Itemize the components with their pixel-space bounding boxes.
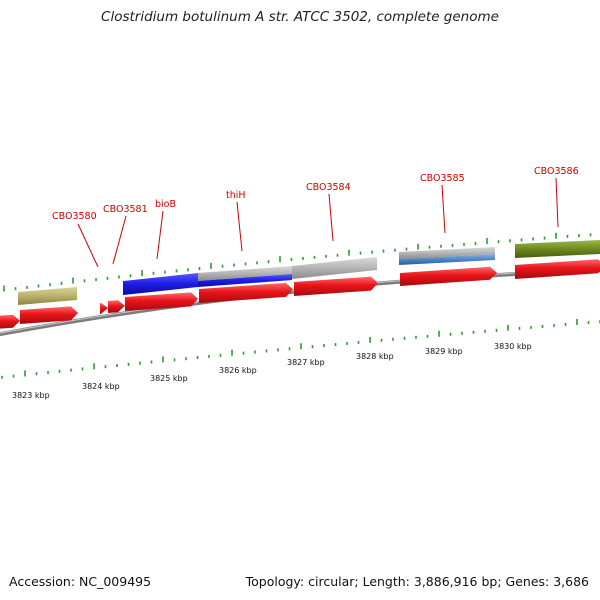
label-leader — [236, 201, 243, 252]
cds-arrow — [294, 276, 378, 296]
gene-label: bioB — [155, 199, 176, 210]
scale-label: 3830 kbp — [494, 342, 532, 351]
feature-block — [123, 273, 198, 295]
gene-label: CBO3586 — [534, 166, 579, 177]
cds-arrow — [125, 292, 198, 311]
feature-track — [18, 240, 600, 305]
scale-label: 3824 kbp — [82, 382, 120, 391]
label-leader — [328, 193, 334, 242]
label-leader — [112, 215, 127, 265]
genome-backbone — [0, 268, 600, 337]
cds-track — [0, 259, 600, 329]
feature-block — [18, 287, 77, 305]
scale-label: 3825 kbp — [150, 374, 188, 383]
scale-label: 3828 kbp — [356, 352, 394, 361]
genome-stats-text: Topology: circular; Length: 3,886,916 bp… — [245, 574, 589, 589]
cds-arrow — [100, 302, 108, 314]
cds-arrow — [108, 300, 125, 313]
label-leader — [77, 223, 99, 268]
gene-label: CBO3581 — [103, 204, 148, 215]
feature-block — [399, 247, 495, 259]
label-leader — [156, 210, 164, 260]
cds-arrow — [20, 306, 78, 324]
genome-backbone-highlight — [0, 268, 600, 334]
feature-block — [198, 266, 292, 281]
cds-arrow — [400, 266, 497, 286]
label-leader — [555, 177, 559, 228]
feature-block — [292, 257, 377, 279]
gene-label: thiH — [226, 190, 246, 201]
inner-tick-ring — [1, 319, 600, 379]
scale-label: 3829 kbp — [425, 347, 463, 356]
accession-text: Accession: NC_009495 — [9, 574, 152, 589]
cds-arrow — [199, 282, 293, 303]
scale-label: 3827 kbp — [287, 358, 325, 367]
feature-block — [198, 274, 292, 287]
map-title: Clostridium botulinum A str. ATCC 3502, … — [101, 9, 499, 25]
feature-block — [515, 240, 600, 258]
cds-arrow — [0, 314, 20, 329]
cds-arrow — [515, 259, 600, 279]
feature-block — [399, 254, 495, 265]
outer-tick-ring — [3, 232, 592, 292]
gene-label: CBO3580 — [52, 211, 97, 222]
gene-label: CBO3584 — [306, 182, 351, 193]
gene-label: CBO3585 — [420, 173, 465, 184]
label-leaders — [77, 177, 559, 268]
scale-label: 3823 kbp — [12, 391, 50, 400]
scale-label: 3826 kbp — [219, 366, 257, 375]
label-leader — [441, 184, 446, 234]
